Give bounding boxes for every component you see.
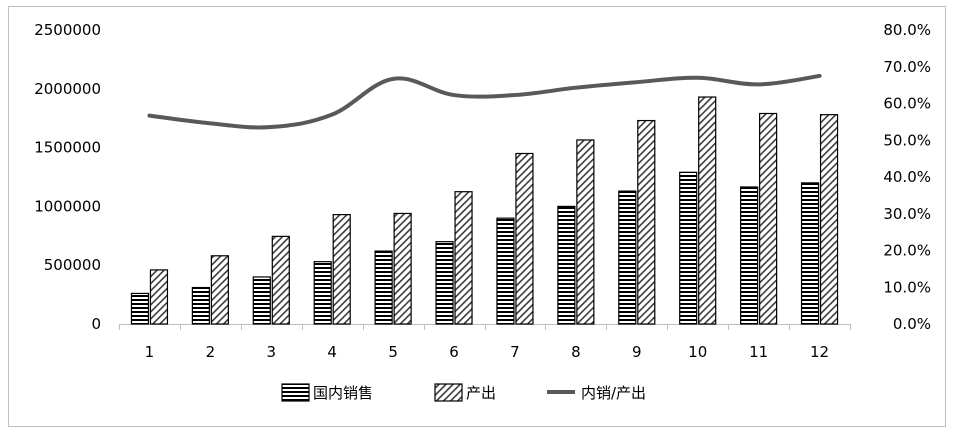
x-tick-label: 6 bbox=[449, 343, 459, 361]
y-left-tick-label: 2000000 bbox=[34, 80, 101, 98]
bar-output bbox=[576, 139, 595, 325]
y-left-tick-label: 500000 bbox=[44, 256, 101, 274]
chart-frame: 0 500000 1000000 1500000 2000000 2500000 0.0% 1… bbox=[8, 6, 946, 427]
x-tick-label: 9 bbox=[632, 343, 642, 361]
y-right-tick-label: 80.0% bbox=[883, 21, 931, 39]
bar-domestic-sales bbox=[130, 292, 150, 325]
x-tick-label: 10 bbox=[688, 343, 707, 361]
bar-output bbox=[515, 152, 534, 325]
bar-domestic-sales bbox=[679, 171, 698, 325]
y-right-tick-label: 40.0% bbox=[883, 168, 931, 186]
bar-output bbox=[332, 214, 351, 325]
bar-output bbox=[759, 112, 778, 325]
y-right-tick-label: 50.0% bbox=[883, 131, 931, 149]
bar-output bbox=[393, 212, 412, 325]
x-tick-label: 11 bbox=[749, 343, 768, 361]
bar-domestic-sales bbox=[618, 190, 637, 325]
ratio-line-path bbox=[147, 73, 822, 130]
bar-domestic-sales bbox=[191, 286, 210, 325]
legend: 国内销售 产出 内销/产出 bbox=[281, 383, 646, 402]
bar-domestic-sales bbox=[496, 217, 515, 325]
legend-swatch-output bbox=[434, 383, 463, 402]
ratio-line bbox=[147, 73, 822, 130]
bar-domestic-sales bbox=[740, 186, 759, 325]
x-tick-label: 3 bbox=[267, 343, 277, 361]
y-right-tick-label: 10.0% bbox=[883, 278, 931, 296]
bar-domestic-sales bbox=[313, 261, 332, 325]
bar-domestic-sales bbox=[557, 205, 576, 325]
bar-domestic-sales bbox=[435, 241, 454, 325]
y-left-tick-label: 0 bbox=[91, 315, 101, 333]
bar-output bbox=[149, 269, 169, 325]
y-right-tick-label: 60.0% bbox=[883, 95, 931, 113]
bar-domestic-sales bbox=[374, 250, 393, 325]
chart-svg: 0 500000 1000000 1500000 2000000 2500000 0.0% 1… bbox=[34, 21, 931, 402]
legend-label-output: 产出 bbox=[466, 384, 496, 402]
bar-output bbox=[637, 119, 656, 325]
bars bbox=[130, 96, 839, 325]
bar-domestic-sales bbox=[252, 276, 271, 325]
bar-output bbox=[819, 114, 839, 325]
x-tick-label: 4 bbox=[327, 343, 337, 361]
bar-output bbox=[698, 96, 717, 325]
legend-swatch-domestic-sales bbox=[281, 383, 310, 402]
legend-label-ratio: 内销/产出 bbox=[581, 384, 646, 402]
bar-output bbox=[454, 191, 473, 325]
x-tick-label: 8 bbox=[571, 343, 581, 361]
bar-output bbox=[210, 255, 229, 325]
axes: 0 500000 1000000 1500000 2000000 2500000 0.0% 1… bbox=[34, 21, 931, 361]
x-tick-label: 2 bbox=[206, 343, 216, 361]
y-left-tick-label: 1500000 bbox=[34, 139, 101, 157]
y-left-tick-label: 2500000 bbox=[34, 21, 101, 39]
y-right-tick-label: 0.0% bbox=[893, 315, 931, 333]
x-tick-label: 7 bbox=[510, 343, 520, 361]
y-right-tick-label: 70.0% bbox=[883, 58, 931, 76]
legend-label-domestic-sales: 国内销售 bbox=[313, 384, 373, 402]
bar-domestic-sales bbox=[800, 182, 820, 325]
x-tick-label: 12 bbox=[810, 343, 829, 361]
x-tick-label: 1 bbox=[145, 343, 155, 361]
x-tick-label: 5 bbox=[388, 343, 398, 361]
y-left-tick-label: 1000000 bbox=[34, 197, 101, 215]
y-right-tick-label: 30.0% bbox=[883, 205, 931, 223]
y-right-tick-label: 20.0% bbox=[883, 242, 931, 260]
bar-output bbox=[271, 235, 290, 325]
